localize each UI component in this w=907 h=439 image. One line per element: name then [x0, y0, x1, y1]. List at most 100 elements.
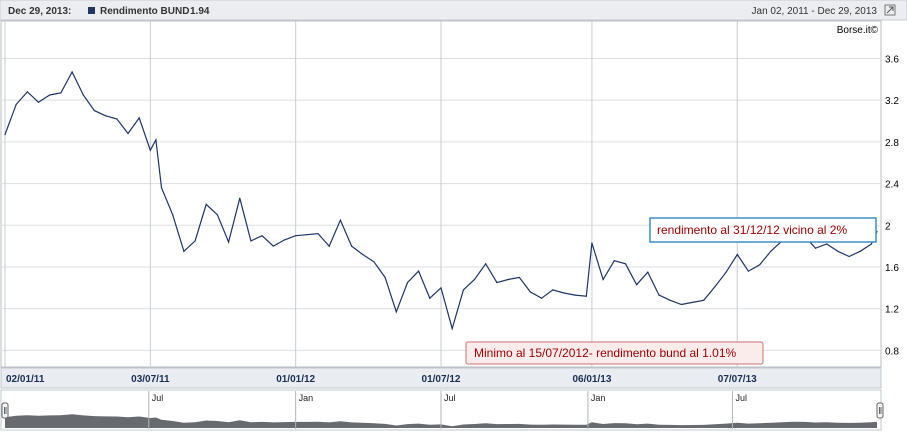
series-point: [283, 239, 286, 241]
series-point: [250, 240, 252, 242]
series-point: [155, 139, 157, 141]
brand-label: Borse.it©: [837, 25, 879, 36]
series-point: [462, 289, 464, 291]
series-point: [406, 282, 409, 284]
header-date: Dec 29, 2013:: [8, 6, 71, 17]
series-point: [26, 91, 28, 93]
series-point: [395, 311, 397, 313]
series-point: [160, 187, 163, 189]
series-point: [552, 289, 554, 291]
series-point: [194, 240, 196, 242]
annotation-top-box: [649, 217, 877, 243]
series-point: [172, 214, 174, 216]
series-points: [4, 71, 878, 330]
series-point: [60, 92, 62, 94]
series-point: [429, 297, 431, 299]
series-point: [105, 115, 107, 117]
y-tick-label: 2: [885, 221, 891, 232]
series-point: [747, 270, 750, 272]
x-tick-label: 07/07/13: [718, 374, 757, 385]
series-point: [183, 250, 185, 252]
series-point: [295, 235, 297, 237]
series-point: [317, 233, 319, 235]
series-point: [574, 294, 576, 296]
series-point: [4, 133, 6, 136]
y-tick-label: 1.6: [885, 263, 899, 274]
header-last-value: 1.94: [190, 6, 210, 17]
series-point: [362, 253, 364, 256]
y-tick-label: 1.2: [885, 305, 899, 316]
navigator[interactable]: Jul Jan Jul Jan Jul: [0, 389, 884, 431]
series-point: [71, 71, 73, 73]
series-point: [451, 327, 453, 330]
x-axis-labels: 02/01/11 03/07/11 01/01/12 01/07/12 06/01/13…: [6, 374, 757, 385]
series-point: [859, 250, 861, 252]
series-point: [350, 245, 353, 247]
navigator-right-handle[interactable]: [876, 402, 884, 419]
series-point: [116, 118, 118, 120]
series-point: [339, 219, 341, 221]
series-point: [837, 250, 839, 252]
series-point: [373, 261, 375, 263]
y-tick-label: 2.8: [885, 138, 899, 149]
navigator-label: Jul: [444, 393, 456, 403]
y-axis-labels: 3.6 3.2 2.8 2.4 2 1.6 1.2 0.8: [885, 54, 899, 357]
x-tick-label: 01/07/12: [422, 374, 461, 385]
series-point: [870, 243, 873, 245]
series-point: [541, 297, 543, 299]
header-date-range: Jan 02, 2011 - Dec 29, 2013: [752, 6, 878, 17]
series-point: [473, 278, 476, 281]
annotation-top-text: rendimento al 31/12/12 vicino al 2%: [657, 223, 847, 237]
series-point: [440, 287, 442, 289]
series-point: [585, 295, 587, 297]
series-legend-marker: [88, 7, 95, 14]
annotation-top: rendimento al 31/12/12 vicino al 2%: [649, 217, 877, 243]
series-point: [93, 110, 96, 112]
series-point: [848, 255, 850, 258]
series-point: [613, 260, 615, 262]
navigator-label: Jul: [152, 393, 164, 403]
series-point: [658, 294, 660, 296]
annotation-bottom: Minimo al 15/07/2012- rendimento bund al…: [465, 341, 764, 365]
maximize-icon[interactable]: [884, 4, 896, 16]
series-point: [216, 214, 219, 216]
series-point: [669, 299, 671, 301]
annotation-bottom-text: Minimo al 15/07/2012- rendimento bund al…: [474, 346, 736, 360]
navigator-label: Jan: [299, 393, 314, 403]
navigator-left-handle[interactable]: [1, 402, 9, 419]
header-series-label: Rendimento BUND: [100, 6, 189, 17]
series-point: [759, 264, 761, 266]
series-point: [563, 292, 565, 294]
series-point: [15, 103, 17, 105]
series-point: [239, 197, 241, 199]
x-axis-band: [0, 367, 882, 389]
series-point: [485, 263, 487, 265]
navigator-label: Jul: [735, 393, 747, 403]
series-point: [496, 282, 498, 284]
x-tick-label: 01/01/12: [276, 374, 315, 385]
x-grid-lines: [4, 21, 738, 367]
series-point: [82, 94, 84, 96]
series-point: [826, 243, 828, 245]
series-point: [602, 278, 604, 281]
series-point: [703, 299, 705, 301]
x-tick-label: 03/07/11: [131, 374, 170, 385]
series-point: [507, 278, 509, 281]
series-point: [328, 245, 330, 247]
series-point: [138, 117, 140, 119]
y-tick-label: 2.4: [885, 180, 899, 191]
series-point: [384, 276, 386, 278]
navigator-ticks: Jul Jan Jul Jan Jul: [148, 391, 747, 429]
navigator-area: [5, 414, 877, 428]
series-point: [529, 291, 532, 293]
series-point: [591, 242, 593, 244]
header-background: [0, 0, 907, 21]
series-point: [261, 235, 263, 237]
annotation-bottom-box: [465, 341, 764, 365]
series-point: [149, 149, 151, 151]
header-bar: Dec 29, 2013: Rendimento BUND 1.94 Jan 0…: [0, 0, 907, 21]
x-tick-label: 06/01/13: [572, 374, 611, 385]
navigator-label: Jan: [591, 393, 606, 403]
series-point: [418, 270, 420, 272]
